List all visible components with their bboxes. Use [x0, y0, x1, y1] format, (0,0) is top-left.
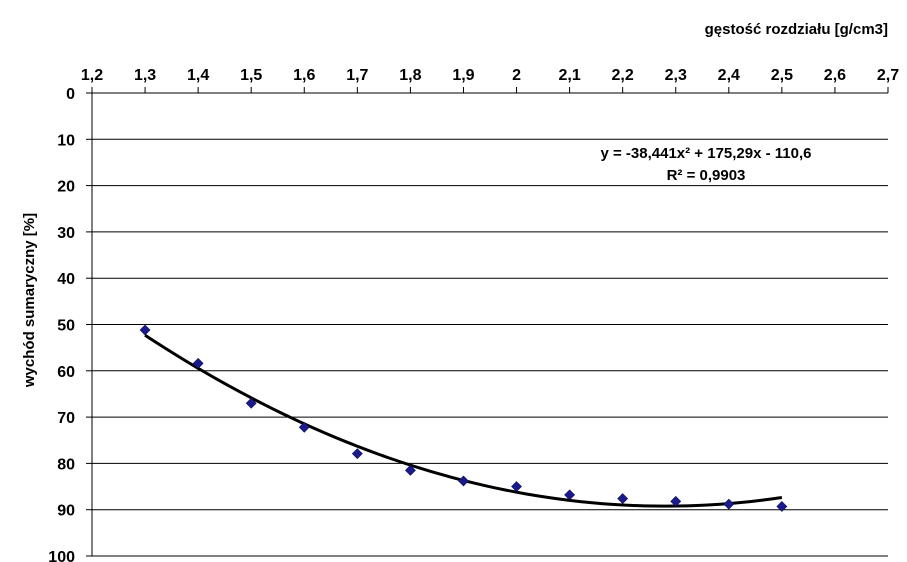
y-tick-label: 100: [48, 549, 75, 562]
x-tick-label: 1,5: [240, 67, 262, 84]
y-tick-label: 70: [57, 410, 75, 427]
y-tick-label: 30: [57, 225, 75, 242]
x-tick-label: 1,2: [81, 67, 103, 84]
data-point: [298, 421, 310, 433]
y-tick-label: 0: [66, 86, 75, 103]
x-tick-label: 1,8: [399, 67, 421, 84]
data-point: [670, 495, 682, 507]
x-axis-title: gęstość rozdziału [g/cm3]: [705, 21, 888, 38]
y-tick-label: 10: [57, 132, 75, 149]
data-point: [511, 481, 522, 492]
x-axis-ticks: 1,2 1,3 1,4 1,5 1,6 1,7 1,8 1,9 2 2,1 2,2 2,3 2,4 2,5…: [81, 67, 899, 93]
data-points: [139, 324, 788, 512]
x-tick-label: 1,9: [452, 67, 474, 84]
x-tick-label: 1,7: [346, 67, 368, 84]
data-point: [404, 464, 416, 476]
data-point: [776, 501, 788, 512]
x-tick-label: 2,2: [612, 67, 634, 84]
x-tick-label: 1,4: [187, 67, 209, 84]
gridlines: [92, 138, 888, 557]
data-point: [458, 475, 469, 487]
trendline-r-squared: R² = 0,9903: [667, 167, 746, 184]
y-tick-label: 50: [57, 318, 75, 335]
data-point: [723, 498, 735, 510]
x-tick-label: 1,6: [293, 67, 315, 84]
x-tick-label: 2,3: [665, 67, 687, 84]
data-point: [139, 324, 151, 336]
data-point: [192, 357, 204, 369]
data-point: [617, 493, 629, 505]
y-tick-label: 20: [57, 179, 75, 196]
x-tick-label: 2,4: [718, 67, 740, 84]
data-point: [351, 448, 363, 460]
y-tick-label: 80: [57, 456, 75, 473]
x-tick-label: 2,1: [558, 67, 580, 84]
trendline-equation: y = -38,441x² + 175,29x - 110,6: [600, 145, 811, 162]
x-tick-label: 2,7: [877, 67, 899, 84]
data-point: [245, 397, 257, 409]
x-tick-label: 2,6: [824, 67, 846, 84]
y-tick-label: 40: [57, 271, 75, 288]
x-tick-label: 2: [512, 67, 521, 84]
y-axis-title: wychód sumaryczny [%]: [21, 213, 38, 388]
y-axis-ticks: 0 10 20 30 40 50 60 70 80 90 100: [48, 86, 92, 562]
y-tick-label: 60: [57, 364, 75, 381]
x-tick-label: 1,3: [134, 67, 156, 84]
y-tick-label: 90: [57, 503, 75, 520]
data-point: [564, 489, 576, 501]
x-tick-label: 2,5: [771, 67, 793, 84]
